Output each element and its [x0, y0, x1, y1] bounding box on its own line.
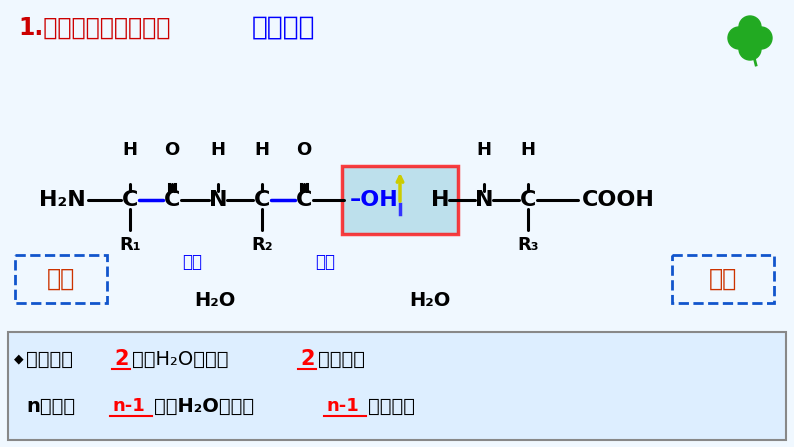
- Text: N: N: [475, 190, 493, 210]
- Text: R₂: R₂: [251, 236, 273, 254]
- Circle shape: [750, 27, 772, 49]
- Text: 肽键: 肽键: [315, 253, 335, 271]
- Text: C: C: [520, 190, 536, 210]
- Text: 分子H₂O，形成: 分子H₂O，形成: [132, 350, 229, 368]
- Bar: [15, 255, 107, 303]
- Text: 2: 2: [300, 349, 314, 369]
- Circle shape: [743, 31, 757, 45]
- Text: C: C: [121, 190, 138, 210]
- Text: 1.氨基酸的结合方式：: 1.氨基酸的结合方式：: [18, 16, 171, 40]
- Text: H: H: [476, 141, 491, 159]
- Bar: [672, 255, 774, 303]
- Text: 分子H₂O，形成: 分子H₂O，形成: [154, 396, 254, 416]
- Text: 个肽键。: 个肽键。: [318, 350, 365, 368]
- Text: 三肽: 三肽: [709, 267, 737, 291]
- Text: COOH: COOH: [582, 190, 655, 210]
- Text: R₁: R₁: [119, 236, 141, 254]
- Text: n肽脱去: n肽脱去: [26, 396, 75, 416]
- Circle shape: [728, 27, 750, 49]
- Circle shape: [739, 16, 761, 38]
- Text: N: N: [209, 190, 227, 210]
- Text: n-1: n-1: [112, 397, 145, 415]
- Text: n-1: n-1: [326, 397, 359, 415]
- Text: H: H: [210, 141, 225, 159]
- Text: H: H: [431, 190, 449, 210]
- Text: C: C: [254, 190, 270, 210]
- Text: 脱水缩合: 脱水缩合: [252, 15, 315, 41]
- Text: H: H: [122, 141, 137, 159]
- Text: –OH: –OH: [350, 190, 399, 210]
- Text: H₂O: H₂O: [410, 291, 451, 309]
- Text: 三肽脱去: 三肽脱去: [26, 350, 73, 368]
- Text: H: H: [255, 141, 269, 159]
- Text: 肽键: 肽键: [182, 253, 202, 271]
- Text: 2: 2: [114, 349, 129, 369]
- Text: ◆: ◆: [14, 353, 24, 366]
- Text: 二肽: 二肽: [47, 267, 75, 291]
- Bar: [8, 332, 786, 440]
- Text: R₃: R₃: [517, 236, 539, 254]
- Text: O: O: [296, 141, 311, 159]
- Circle shape: [739, 38, 761, 60]
- Text: H: H: [521, 141, 535, 159]
- Text: C: C: [296, 190, 312, 210]
- Text: H₂N: H₂N: [39, 190, 86, 210]
- Text: O: O: [164, 141, 179, 159]
- Bar: [342, 166, 458, 234]
- Text: 个肽键。: 个肽键。: [368, 396, 415, 416]
- Text: C: C: [164, 190, 180, 210]
- Text: H₂O: H₂O: [195, 291, 236, 309]
